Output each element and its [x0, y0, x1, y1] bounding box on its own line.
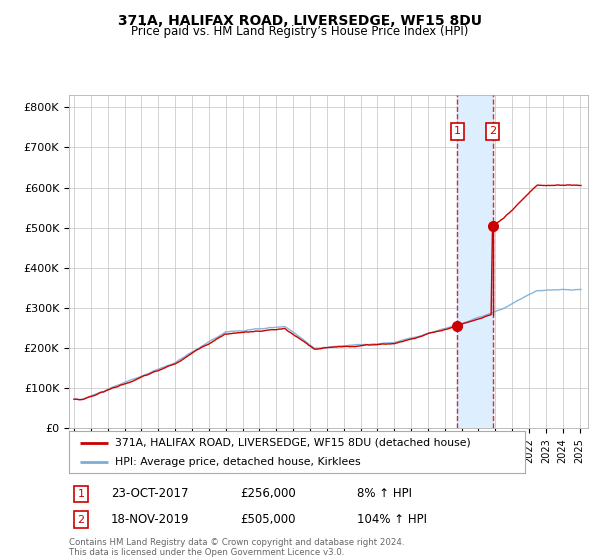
Text: 371A, HALIFAX ROAD, LIVERSEDGE, WF15 8DU: 371A, HALIFAX ROAD, LIVERSEDGE, WF15 8DU [118, 14, 482, 28]
Text: Price paid vs. HM Land Registry’s House Price Index (HPI): Price paid vs. HM Land Registry’s House … [131, 25, 469, 38]
Bar [457, 95, 493, 428]
Text: HPI: Average price, detached house, Kirklees: HPI: Average price, detached house, Kirk… [115, 457, 360, 467]
Text: 1: 1 [454, 127, 461, 136]
Text: 23-OCT-2017: 23-OCT-2017 [111, 487, 188, 501]
Text: 1: 1 [77, 489, 85, 499]
Text: 104% ↑ HPI: 104% ↑ HPI [357, 513, 427, 526]
Text: 18-NOV-2019: 18-NOV-2019 [111, 513, 190, 526]
Text: 2: 2 [489, 127, 496, 136]
Text: 2: 2 [77, 515, 85, 525]
Text: 371A, HALIFAX ROAD, LIVERSEDGE, WF15 8DU (detached house): 371A, HALIFAX ROAD, LIVERSEDGE, WF15 8DU… [115, 437, 470, 447]
Text: £505,000: £505,000 [240, 513, 296, 526]
Text: 8% ↑ HPI: 8% ↑ HPI [357, 487, 412, 501]
Text: Contains HM Land Registry data © Crown copyright and database right 2024.
This d: Contains HM Land Registry data © Crown c… [69, 538, 404, 557]
Text: £256,000: £256,000 [240, 487, 296, 501]
